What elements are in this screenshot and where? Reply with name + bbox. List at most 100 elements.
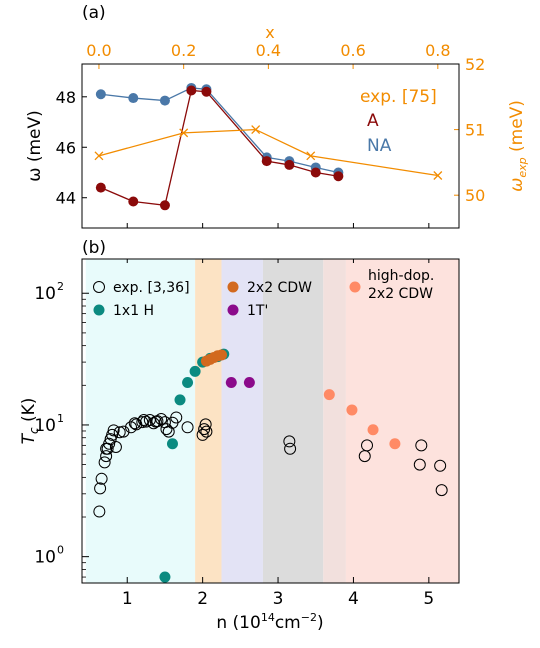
a-series-line-1 bbox=[100, 89, 339, 207]
a-series-2-point-2 bbox=[251, 125, 261, 135]
b-series-0-point-32 bbox=[198, 423, 211, 436]
panel-a-label: (a) bbox=[82, 3, 106, 23]
tc-unit: (K) bbox=[19, 398, 39, 428]
b-xtick-label-3: 4 bbox=[348, 589, 359, 609]
top-xtick-label-1: 0.2 bbox=[171, 41, 196, 60]
b-series-1-point-4 bbox=[189, 365, 201, 377]
b-series-0-point-12 bbox=[113, 426, 126, 439]
right-ytick-label-2: 52 bbox=[465, 55, 485, 74]
top-xtick-label-0: 0.0 bbox=[86, 41, 111, 60]
top-xtick-label-2: 0.4 bbox=[256, 41, 281, 60]
b-series-0-point-1 bbox=[94, 482, 107, 495]
a-series-2-point-1 bbox=[179, 128, 189, 138]
legend-na: NA bbox=[367, 136, 392, 156]
left-ytick-label-0: 44 bbox=[56, 189, 76, 208]
b-series-0-point-40 bbox=[415, 439, 428, 452]
right-axis-label-unit: (meV) bbox=[507, 100, 527, 157]
b-series-3-point-1 bbox=[243, 377, 255, 389]
legend-marker-3 bbox=[93, 304, 105, 316]
right-axis-label-main: ω bbox=[507, 178, 527, 192]
panel-b-series bbox=[93, 348, 448, 583]
phase-region-5 bbox=[345, 259, 459, 583]
a-series-1-point-0 bbox=[95, 182, 106, 193]
b-series-0-point-41 bbox=[434, 459, 447, 472]
a-series-2-point-0-stroke-2 bbox=[94, 151, 104, 161]
a-series-2-point-0 bbox=[94, 151, 104, 161]
b-ytick-exp-0: 0 bbox=[57, 544, 64, 557]
b-ytick-label-1: 10 bbox=[34, 416, 56, 436]
b-series-0-point-9 bbox=[106, 428, 119, 441]
a-series-1-point-2 bbox=[159, 200, 170, 211]
panel-b-legend: exp. [3,36] 2x2 CDW high-dop. 2x2 CDW 1x1 H… bbox=[93, 268, 434, 319]
b-series-0-point-3 bbox=[98, 456, 111, 469]
legend-marker-0 bbox=[93, 281, 105, 293]
b-series-4-point-1 bbox=[346, 404, 358, 416]
a-series-1-point-6 bbox=[284, 159, 295, 170]
b-ytick-exp-2: 2 bbox=[57, 280, 64, 293]
b-series-0-point-10 bbox=[107, 424, 120, 437]
panel-a-series bbox=[94, 82, 443, 211]
panel-b-x-label: n (1014cm−2) bbox=[216, 611, 323, 633]
left-ytick-label-2: 48 bbox=[56, 88, 76, 107]
a-series-2-point-4-stroke-2 bbox=[433, 171, 443, 180]
b-xtick-label-2: 3 bbox=[273, 589, 284, 609]
panel-a-ticks: 44 46 48 50 51 52 0.0 0.2 0.4 0.6 0.8 bbox=[56, 41, 485, 228]
a-series-0-point-0 bbox=[95, 89, 106, 100]
b-series-1-point-0 bbox=[159, 571, 171, 583]
b-series-4-point-2 bbox=[367, 424, 379, 436]
b-series-0-point-0 bbox=[93, 505, 106, 518]
b-series-3-point-0 bbox=[225, 377, 237, 389]
b-series-0-point-39 bbox=[413, 458, 426, 471]
a-series-2-point-2-stroke-2 bbox=[251, 125, 261, 135]
b-series-0-point-35 bbox=[283, 435, 296, 448]
b-xtick-label-1: 2 bbox=[197, 589, 208, 609]
b-series-0-point-26 bbox=[160, 423, 173, 436]
b-series-0-point-29 bbox=[170, 411, 183, 424]
b-series-0-point-34 bbox=[200, 425, 213, 438]
xlabel-sup2: −2 bbox=[301, 611, 317, 624]
panel-a-frame bbox=[81, 63, 460, 229]
panel-a: (a) x ω (meV) ωexp (meV) 44 46 48 50 51 52 0.0… bbox=[25, 3, 529, 229]
b-series-1-point-2 bbox=[174, 394, 186, 406]
tc-main: T bbox=[19, 432, 39, 444]
top-xtick-label-4: 0.8 bbox=[425, 41, 450, 60]
phase-region-1 bbox=[195, 259, 222, 583]
b-series-4-point-3 bbox=[389, 438, 401, 450]
b-ytick-label-2: 10 bbox=[34, 284, 56, 304]
panel-b-y-label: Tc (K) bbox=[19, 398, 41, 445]
b-xtick-label-4: 5 bbox=[423, 589, 434, 609]
xlabel-main: n (10 bbox=[216, 613, 260, 633]
b-series-1-point-1 bbox=[166, 438, 178, 450]
legend-label-3: 1x1 H bbox=[113, 303, 154, 319]
phase-region-3 bbox=[262, 259, 324, 583]
b-series-0-point-7 bbox=[103, 437, 116, 450]
right-axis-label-sub: exp bbox=[516, 157, 529, 177]
panel-a-legend: exp. [75] A NA bbox=[360, 87, 437, 156]
b-series-0-point-36 bbox=[284, 442, 297, 455]
legend-marker-1 bbox=[227, 281, 239, 293]
legend-label-2-line1: high-dop. bbox=[368, 268, 434, 284]
right-ytick-label-1: 51 bbox=[465, 121, 485, 140]
b-series-0-point-2 bbox=[95, 472, 108, 485]
a-series-2-point-1-stroke-2 bbox=[179, 128, 189, 138]
phase-region-4 bbox=[323, 259, 346, 583]
b-series-0-point-38 bbox=[361, 439, 374, 452]
b-series-0-point-11 bbox=[109, 441, 122, 454]
legend-exp75: exp. [75] bbox=[360, 87, 437, 107]
right-axis-label: ωexp (meV) bbox=[507, 100, 529, 192]
legend-label-2-line2: 2x2 CDW bbox=[368, 286, 433, 302]
b-series-2-point-4 bbox=[215, 349, 227, 361]
b-series-0-point-15 bbox=[128, 417, 141, 430]
legend-marker-2 bbox=[349, 281, 361, 293]
legend-marker-4 bbox=[227, 304, 239, 316]
a-series-1-point-5 bbox=[261, 156, 272, 167]
b-series-0-point-33 bbox=[199, 418, 212, 431]
a-series-2-point-3 bbox=[306, 151, 316, 161]
panel-b-label: (b) bbox=[82, 238, 106, 258]
tc-sub: c bbox=[27, 427, 41, 434]
a-series-2-point-4 bbox=[433, 171, 443, 180]
legend-label-4: 1T' bbox=[247, 303, 268, 319]
a-series-0-point-2 bbox=[159, 95, 170, 106]
